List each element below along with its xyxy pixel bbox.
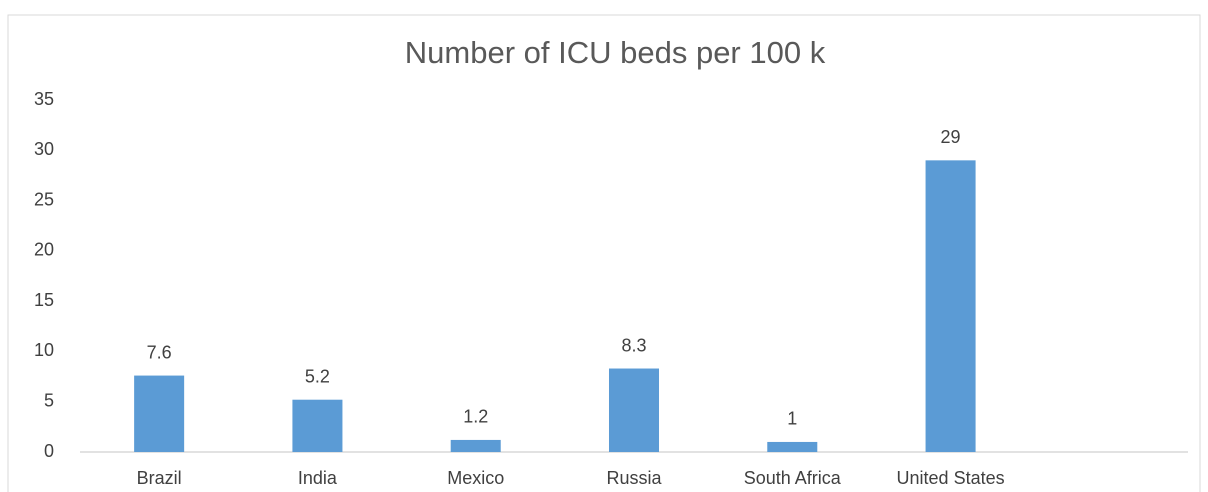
- y-tick-label: 20: [34, 240, 54, 260]
- y-tick-label: 5: [44, 390, 54, 410]
- data-label: 29: [941, 127, 961, 147]
- x-tick-label: India: [298, 468, 338, 488]
- y-tick-label: 30: [34, 139, 54, 159]
- data-label: 8.3: [621, 335, 646, 355]
- y-tick-label: 10: [34, 340, 54, 360]
- bar: [925, 160, 976, 453]
- y-tick-label: 0: [44, 441, 54, 461]
- bar: [450, 439, 501, 452]
- x-tick-label: Mexico: [447, 468, 504, 488]
- bar: [292, 399, 343, 452]
- bar: [767, 441, 818, 452]
- data-label: 5.2: [305, 366, 330, 386]
- x-tick-label: Russia: [606, 468, 662, 488]
- data-label: 1.2: [463, 407, 488, 427]
- data-label: 1: [787, 409, 797, 429]
- x-tick-label: Brazil: [137, 468, 182, 488]
- data-label: 7.6: [147, 342, 172, 362]
- y-tick-label: 35: [34, 89, 54, 109]
- x-tick-label: United States: [897, 468, 1005, 488]
- x-tick-label: South Africa: [744, 468, 842, 488]
- y-tick-label: 25: [34, 189, 54, 209]
- bar: [608, 368, 660, 452]
- y-tick-label: 15: [34, 290, 54, 310]
- bar: [134, 375, 185, 452]
- chart-title: Number of ICU beds per 100 k: [405, 35, 826, 70]
- chart-border: [7, 14, 1201, 492]
